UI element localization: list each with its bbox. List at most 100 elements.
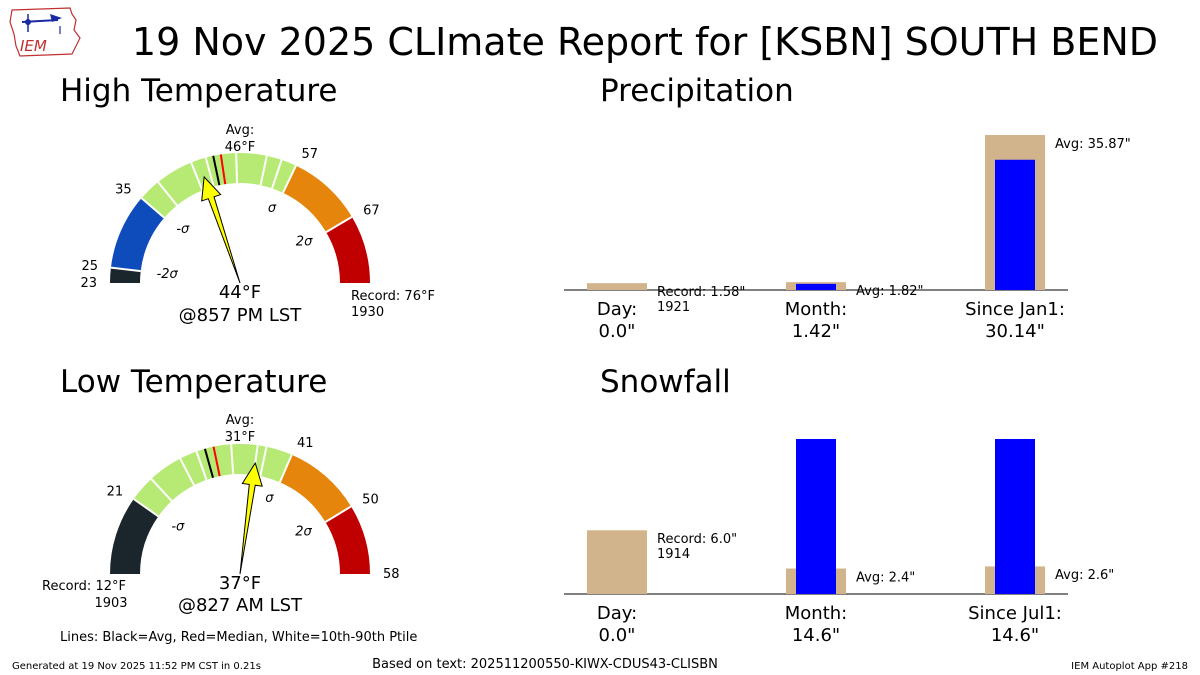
snow-annotation: Avg: 2.4": [856, 570, 915, 585]
low-sigma-label: -σ: [171, 520, 185, 535]
page-title: 19 Nov 2025 CLImate Report for [KSBN] SO…: [132, 20, 1158, 64]
low-median-line: [212, 446, 221, 477]
snow-value-label: 0.0": [599, 625, 636, 646]
high-percentile-line-0: [110, 266, 141, 273]
precip-annotation-year: 1921: [657, 300, 690, 315]
low-percentile-line-2: [324, 505, 352, 523]
precip-observed-bar: [796, 283, 836, 290]
high-sigma-label: -2σ: [157, 267, 179, 282]
low-percentile-line-3: [150, 478, 173, 502]
low-percentile-line-4: [179, 458, 195, 486]
high-record-year: 1930: [351, 305, 384, 320]
high-avg-value: 46°F: [225, 140, 256, 155]
low-percentile-line-6: [230, 444, 235, 475]
low-record-label: Record: 12°F: [42, 579, 126, 594]
low-observed-label: 37°F: [219, 573, 261, 594]
high-tick-label: 67: [363, 203, 380, 218]
low-needle-icon: [239, 461, 263, 575]
footer-based-on: Based on text: 202511200550-KIWX-CDUS43-…: [372, 657, 718, 672]
low-avg-line: [203, 448, 214, 478]
low-avg-label: Avg:: [226, 413, 254, 428]
low-sigma-label: 2σ: [295, 524, 312, 539]
high-tick-label: 57: [301, 147, 318, 162]
precip-title: Precipitation: [600, 73, 794, 109]
high-band-3: [283, 165, 352, 233]
low-record-year: 1903: [94, 596, 127, 611]
snow-category-label: Month:: [785, 603, 847, 624]
high-sigma-label: σ: [268, 201, 277, 216]
low-tick-label: 50: [362, 493, 379, 508]
high-sigma-label: -σ: [176, 222, 190, 237]
low-band-3: [325, 506, 370, 574]
high-record-label: Record: 76°F: [351, 289, 435, 304]
high-percentile-line-2: [282, 165, 297, 194]
high-percentile-line-6: [204, 157, 215, 187]
high-band-1: [110, 198, 165, 272]
high-percentile-line-8: [259, 155, 268, 186]
snow-observed-bar: [995, 439, 1035, 594]
precip-category-label: Since Jan1:: [965, 299, 1065, 320]
high-gauge-title: High Temperature: [60, 73, 337, 109]
precipitation-bar-chart: Day:0.0" Record: 1.58"1921 Month:1.42" Avg:…: [564, 135, 1131, 342]
low-band-1: [133, 444, 292, 517]
precip-annotation: Record: 1.58": [657, 285, 745, 300]
high-percentile-line-9: [271, 159, 283, 189]
high-band-4: [326, 216, 370, 283]
snow-observed-bar: [796, 439, 836, 594]
high-percentile-line-4: [157, 181, 178, 206]
low-tick-label: 58: [383, 567, 400, 582]
footer-app: IEM Autoplot App #218: [1071, 661, 1188, 672]
low-tick-label: 21: [107, 485, 124, 500]
high-percentile-line-1: [140, 197, 165, 219]
low-percentile-line-1: [278, 454, 293, 483]
high-needle-icon: [201, 175, 241, 284]
snow-annotation-year: 1914: [657, 547, 690, 562]
snow-annotation: Avg: 2.6": [1055, 568, 1114, 583]
precip-category-label: Day:: [597, 299, 637, 320]
high-sigma-label: 2σ: [296, 234, 313, 249]
low-sigma-label: σ: [265, 491, 274, 506]
snow-reference-bar: [587, 530, 647, 594]
low-band-0: [110, 499, 159, 574]
high-avg-label: Avg:: [226, 123, 254, 138]
low-gauge-title: Low Temperature: [60, 364, 327, 400]
high-band-2: [141, 152, 296, 218]
high-percentile-line-5: [190, 162, 204, 191]
low-percentile-line-8: [259, 446, 268, 477]
high-percentile-line-7: [235, 153, 239, 184]
high-tick-label: 35: [115, 183, 132, 198]
low-percentile-line-5: [195, 451, 208, 481]
footer-generated: Generated at 19 Nov 2025 11:52 PM CST in…: [12, 661, 261, 672]
high-avg-line: [212, 155, 221, 186]
high-tick-label: 23: [80, 276, 97, 291]
precip-category-label: Month:: [785, 299, 847, 320]
precip-observed-bar: [995, 159, 1035, 290]
high-band-0: [110, 267, 141, 283]
high-percentile-line-3: [325, 216, 353, 234]
precip-reference-bar: [587, 283, 647, 290]
logo-text: IEM: [20, 37, 47, 55]
low-percentile-line-0: [133, 498, 159, 518]
precip-value-label: 1.42": [792, 321, 840, 342]
high-median-line: [219, 154, 227, 185]
snow-category-label: Day:: [597, 603, 637, 624]
precip-value-label: 0.0": [599, 321, 636, 342]
lines-legend: Lines: Black=Avg, Red=Median, White=10th…: [60, 630, 417, 645]
low-band-2: [279, 454, 352, 523]
snow-title: Snowfall: [600, 364, 731, 400]
snow-annotation: Record: 6.0": [657, 532, 737, 547]
low-time-label: @827 AM LST: [178, 595, 303, 616]
snowfall-bar-chart: Day:0.0" Record: 6.0"1914 Month: 14.6" Avg: …: [564, 439, 1114, 646]
precip-annotation: Avg: 35.87": [1055, 137, 1131, 152]
high-tick-label: 25: [81, 259, 98, 274]
high-time-label: @857 PM LST: [179, 305, 303, 326]
snow-category-label: Since Jul1:: [968, 603, 1062, 624]
low-avg-value: 31°F: [225, 430, 256, 445]
low-temperature-gauge: 21 41 50 58 -σ σ 2σ: [107, 436, 400, 582]
low-tick-label: 41: [297, 436, 314, 451]
precip-annotation: Avg: 1.82": [856, 284, 924, 299]
iem-iowa-logo: IEM: [9, 7, 81, 57]
high-temperature-gauge: 23 25 35 57 67 -2σ -σ σ 2σ: [80, 147, 379, 291]
snow-value-label: 14.6": [991, 625, 1039, 646]
high-observed-label: 44°F: [219, 282, 261, 303]
